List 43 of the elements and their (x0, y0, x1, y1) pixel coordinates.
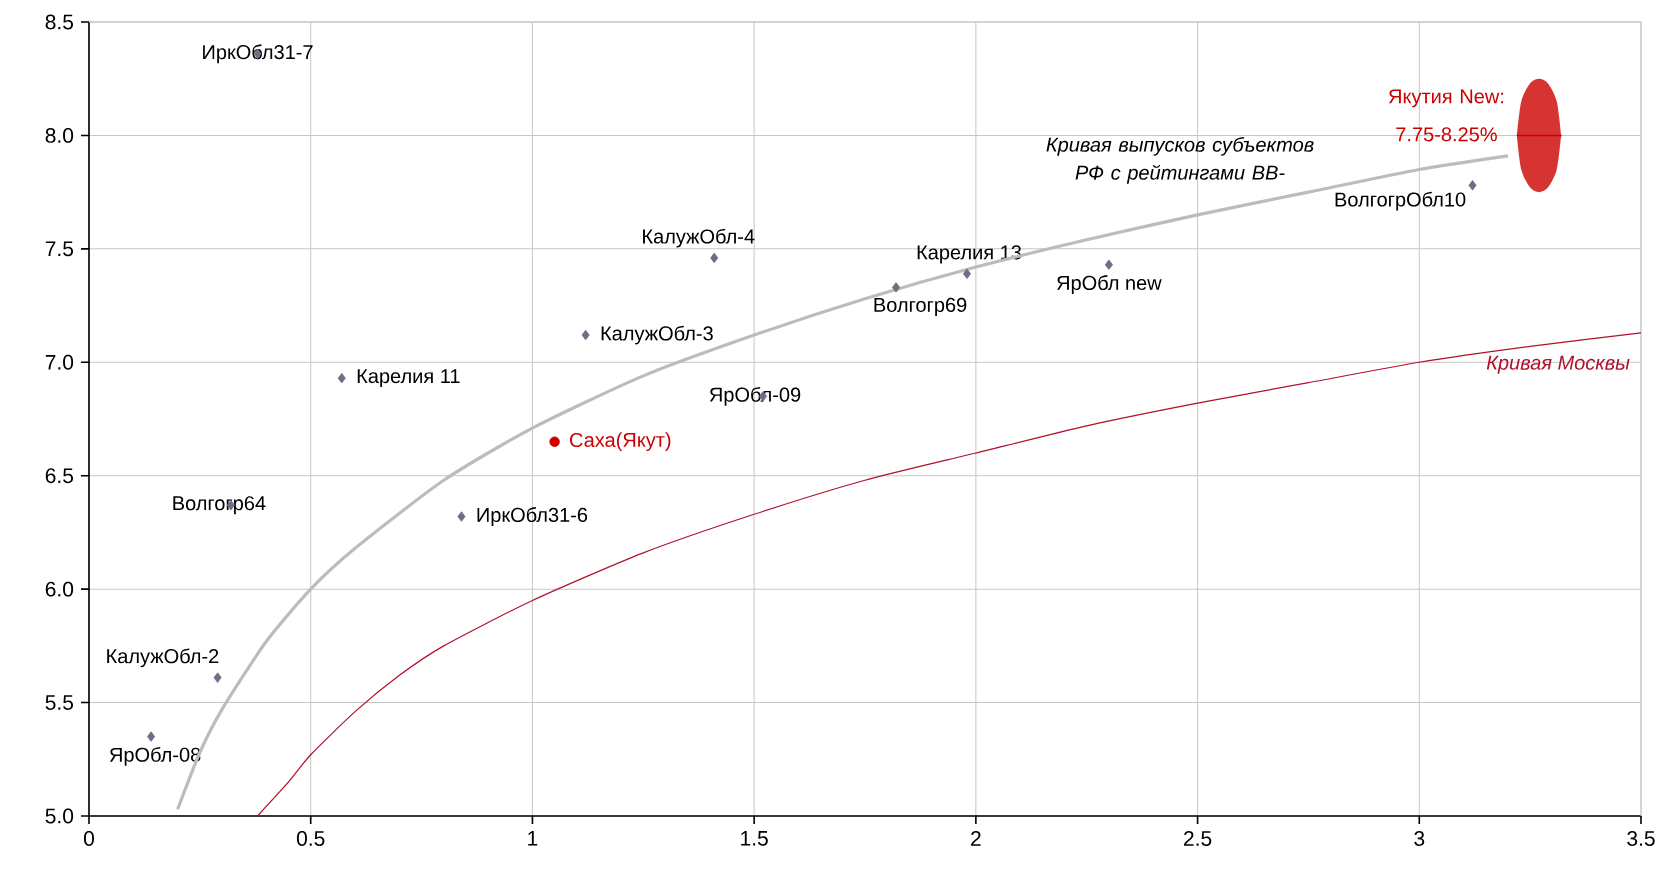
point (962, 268, 971, 280)
point (337, 372, 346, 384)
y-tick-label: 8.0 (45, 128, 74, 143)
y-tick-label: 6.0 (45, 581, 74, 597)
series-label: Волгогр69 (874, 297, 967, 316)
y-tick-label: 5.5 (45, 695, 74, 710)
series-label: Волгогр64 (173, 496, 266, 515)
series-label: ИркОбл31-6 (477, 507, 588, 526)
y-tick-label: 8.5 (45, 14, 74, 30)
point (213, 672, 222, 683)
series-label: Кривая выпусков субъектов РФ с рейтингами BB- (1046, 136, 1314, 184)
series-label: КалужОбл-2 (107, 648, 219, 668)
point (1468, 180, 1477, 191)
x-tick-label: 2 (971, 831, 981, 846)
point (710, 252, 719, 264)
y-tick-label: 7.0 (45, 354, 74, 370)
x-tick-label: 3.5 (1627, 831, 1655, 846)
y-tick-label: 5.0 (45, 808, 74, 824)
y-tick-label: 7.5 (45, 241, 74, 257)
series-label: Якутия New: 7.75-8.25% (1388, 89, 1504, 142)
point (1104, 259, 1113, 270)
x-tick-label: 1 (528, 831, 538, 846)
series-label: КалужОбл-3 (601, 325, 713, 345)
x-tick-label: 0 (83, 831, 95, 846)
series-label: ВолгогрОбл10 (1335, 191, 1466, 211)
point (892, 282, 901, 293)
series-label: Кривая Москвы (1486, 355, 1630, 374)
series-label: ЯрОбл-08 (109, 746, 201, 766)
point (147, 731, 156, 742)
series-label: КалужОбл-4 (643, 228, 755, 248)
series-label: ЯрОбл new (1057, 275, 1162, 294)
point (581, 329, 590, 341)
point (457, 511, 466, 522)
series-label: ЯрОбл-09 (709, 386, 801, 406)
series-label: Саха(Якут) (570, 432, 671, 451)
y-tick-label: 6.5 (45, 468, 74, 484)
series-label: Карелия 11 (357, 369, 460, 388)
x-tick-label: 1.5 (741, 831, 768, 846)
x-tick-label: 2.5 (1184, 831, 1212, 846)
series-label: ИркОбл31-7 (203, 44, 313, 64)
x-tick-label: 3 (1414, 831, 1425, 846)
x-tick-label: 0.5 (296, 831, 325, 846)
point (549, 436, 560, 447)
